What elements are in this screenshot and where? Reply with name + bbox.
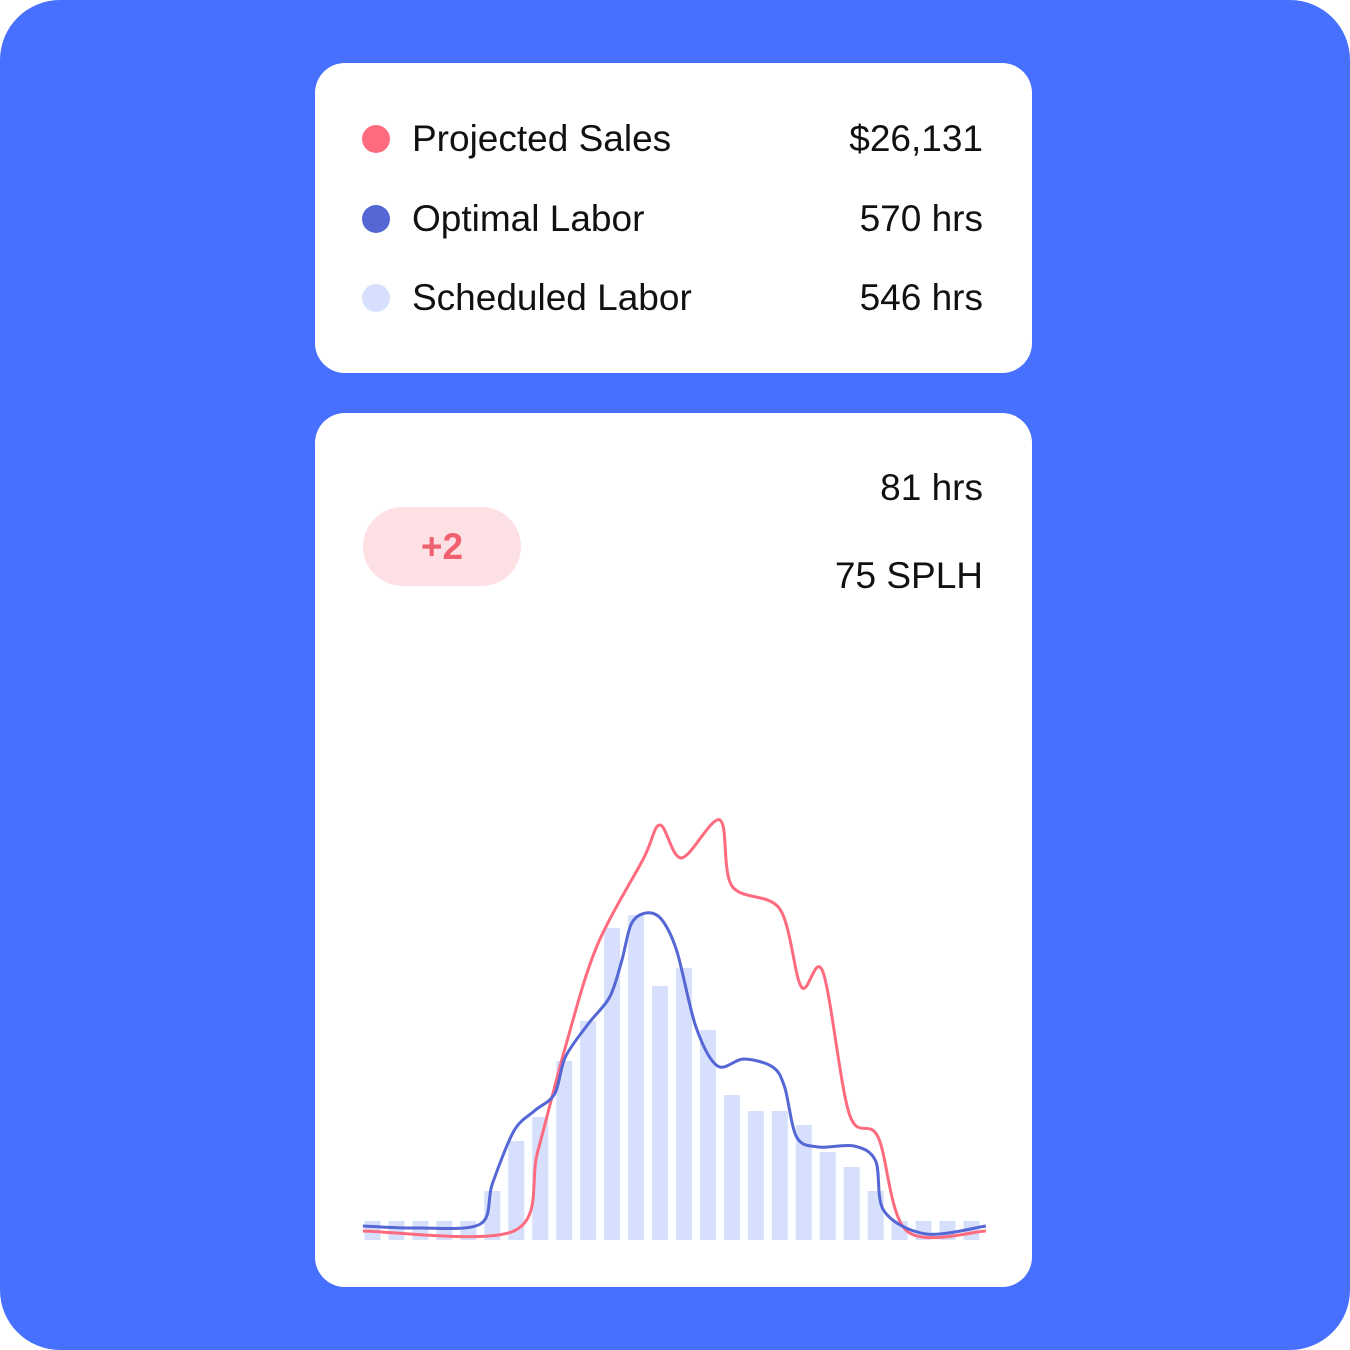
chart-card: 81 hrs 75 SPLH +2 <box>315 413 1032 1287</box>
scheduled-labor-bar <box>412 1221 429 1240</box>
optimal-labor-dot-icon <box>362 205 390 233</box>
scheduled-labor-bar <box>771 1111 788 1240</box>
labor-chart <box>362 818 987 1240</box>
splh-stat: 75 SPLH <box>834 555 983 596</box>
scheduled-labor-bar <box>628 915 645 1240</box>
scheduled-labor-bar <box>556 1061 573 1240</box>
scheduled-labor-bar <box>843 1167 860 1240</box>
difference-badge: +2 <box>363 507 521 586</box>
projected-sales-line <box>362 818 986 1240</box>
legend-item-optimal-labor: Optimal Labor 570 hrs <box>362 194 983 244</box>
scheduled-labor-bar <box>795 1125 812 1240</box>
scheduled-labor-dot-icon <box>362 284 390 312</box>
scheduled-labor-bar <box>532 1117 549 1240</box>
hours-stat: 81 hrs <box>880 467 983 508</box>
scheduled-labor-bar <box>675 968 692 1240</box>
scheduled-labor-bar <box>604 928 621 1240</box>
scheduled-labor-bar <box>580 1021 597 1240</box>
scheduled-labor-bar <box>652 986 669 1240</box>
scheduled-labor-bar <box>747 1111 764 1240</box>
scheduled-labor-bar <box>819 1152 836 1240</box>
projected-sales-dot-icon <box>362 125 390 153</box>
legend-label: Projected Sales <box>412 118 672 159</box>
legend-value: 546 hrs <box>859 277 983 318</box>
scheduled-labor-bar <box>723 1095 740 1240</box>
legend-value: $26,131 <box>849 118 983 159</box>
legend-label: Optimal Labor <box>412 198 645 239</box>
legend-item-scheduled-labor: Scheduled Labor 546 hrs <box>362 273 983 323</box>
scheduled-labor-bar <box>508 1141 525 1240</box>
optimal-labor-line <box>362 911 987 1236</box>
legend-card: Projected Sales $26,131 Optimal Labor 57… <box>315 63 1032 373</box>
legend-item-projected-sales: Projected Sales $26,131 <box>362 114 983 164</box>
legend-label: Scheduled Labor <box>412 277 692 318</box>
scheduled-labor-bar <box>963 1221 980 1240</box>
scheduled-labor-bar <box>388 1221 405 1240</box>
legend-value: 570 hrs <box>859 198 983 239</box>
scheduled-labor-bar <box>699 1030 716 1240</box>
